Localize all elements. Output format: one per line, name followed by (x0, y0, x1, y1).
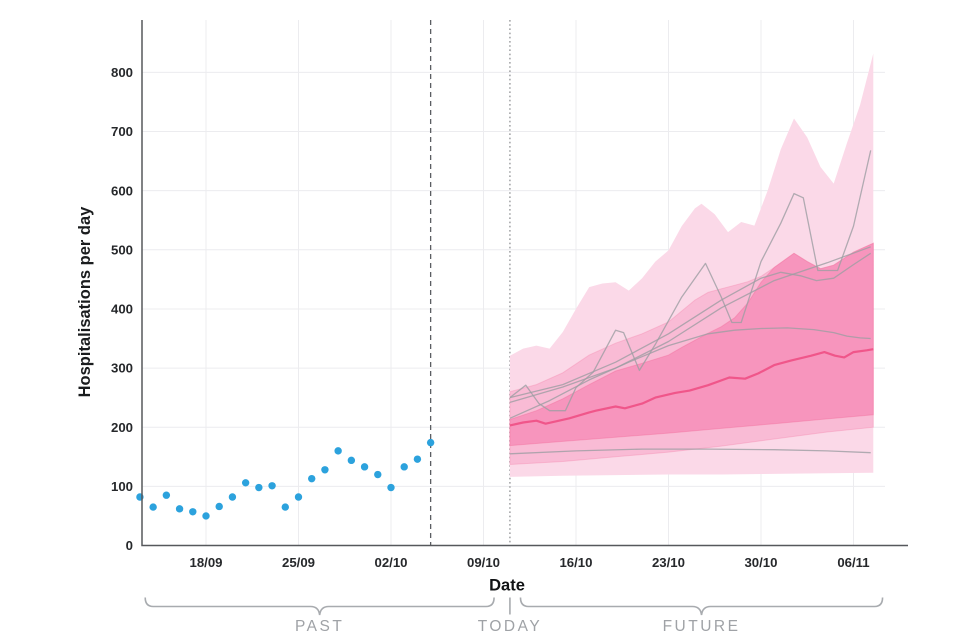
past-scatter-point (215, 502, 223, 511)
past-scatter-point (241, 479, 250, 487)
past-scatter-point (360, 463, 369, 471)
past-scatter-point (387, 483, 395, 492)
y-axis-tick-label: 500 (111, 242, 133, 257)
past-scatter-point (321, 466, 329, 474)
past-brace (144, 597, 495, 616)
past-scatter-point (149, 503, 157, 511)
x-axis-tick-label: 16/10 (559, 555, 592, 570)
past-scatter-point (228, 493, 237, 501)
past-scatter-point (175, 505, 184, 513)
forecast-median-line (509, 348, 874, 427)
x-axis-tick-label: 09/10 (467, 555, 500, 570)
past-scatter-point (162, 491, 171, 499)
model-trajectory-line (509, 252, 872, 399)
y-axis-tick-label: 700 (111, 124, 133, 139)
past-scatter-point (202, 512, 210, 520)
y-axis-tick-label: 200 (111, 420, 133, 435)
past-zone-label: PAST (295, 618, 344, 635)
y-axis-tick-label: 300 (111, 361, 133, 376)
x-axis-tick-label: 30/10 (744, 555, 777, 570)
model-trajectory-line (509, 448, 871, 455)
future-zone-label: FUTURE (663, 618, 741, 635)
y-axis-tick-label: 600 (111, 183, 133, 198)
past-scatter-point (308, 474, 316, 483)
y-axis-tick-label: 100 (111, 479, 133, 494)
past-scatter-point (189, 508, 197, 516)
model-trajectory-line (509, 246, 871, 404)
model-trajectory-line (509, 327, 871, 419)
past-scatter-point (281, 503, 289, 511)
past-scatter-point (400, 463, 408, 471)
x-axis-tick-label: 18/09 (189, 555, 222, 570)
past-scatter-point (374, 470, 382, 479)
model-trajectory-line (509, 150, 872, 412)
past-scatter-point (347, 456, 356, 465)
past-scatter-point (413, 455, 422, 463)
y-axis-tick-label: 0 (126, 538, 133, 553)
x-axis-tick-label: 02/10 (374, 555, 407, 570)
forecast-inner-band (509, 242, 874, 447)
past-scatter-point (268, 482, 276, 490)
y-axis-tick-label: 800 (111, 65, 133, 80)
today-zone-label: TODAY (478, 618, 542, 635)
past-scatter-point (334, 447, 342, 455)
x-axis-title: Date (489, 577, 525, 595)
past-scatter-point (426, 438, 435, 447)
future-brace (519, 597, 884, 616)
past-scatter-point (255, 483, 263, 492)
x-axis-tick-label: 25/09 (282, 555, 315, 570)
past-scatter-point (294, 493, 303, 501)
x-axis-tick-label: 06/11 (837, 555, 869, 570)
y-axis-tick-label: 400 (111, 302, 133, 317)
y-axis-title: Hospitalisations per day (76, 206, 94, 398)
x-axis-tick-label: 23/10 (652, 555, 685, 570)
axis-lines (141, 20, 908, 547)
